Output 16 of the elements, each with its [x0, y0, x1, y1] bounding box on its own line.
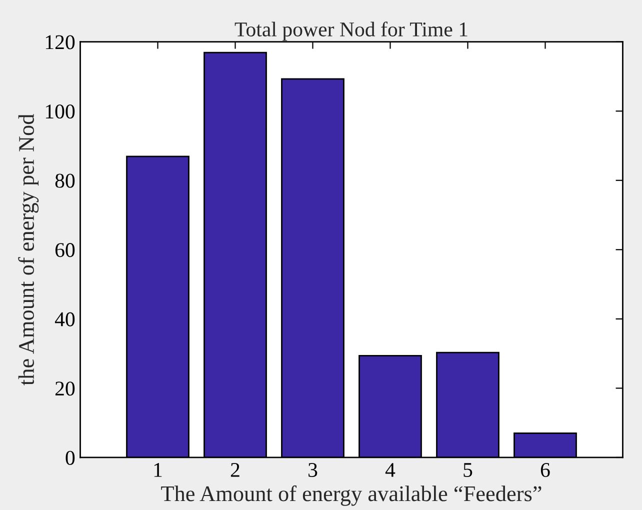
y-tick-label: 100	[46, 104, 75, 119]
chart-title: Total power Nod for Time 1	[234, 22, 468, 41]
x-tick-label: 3	[308, 462, 318, 477]
x-tick-label: 6	[540, 462, 550, 477]
x-tick-label: 2	[230, 462, 240, 477]
y-tick-label: 20	[55, 382, 75, 396]
x-tick-label: 4	[385, 463, 396, 477]
x-tick-label: 1	[154, 463, 162, 477]
y-tick-label: 120	[46, 35, 75, 50]
x-tick-label: 5	[464, 463, 472, 477]
y-axis-title: the Amount of energy per Nod	[18, 114, 39, 386]
y-tick-label: 40	[54, 312, 75, 326]
y-tick-label: 60	[55, 243, 75, 258]
y-tick-label: 0	[66, 450, 75, 465]
x-axis-title: The Amount of energy available “Feeders”	[161, 485, 542, 506]
y-tick-label: 80	[55, 174, 75, 188]
